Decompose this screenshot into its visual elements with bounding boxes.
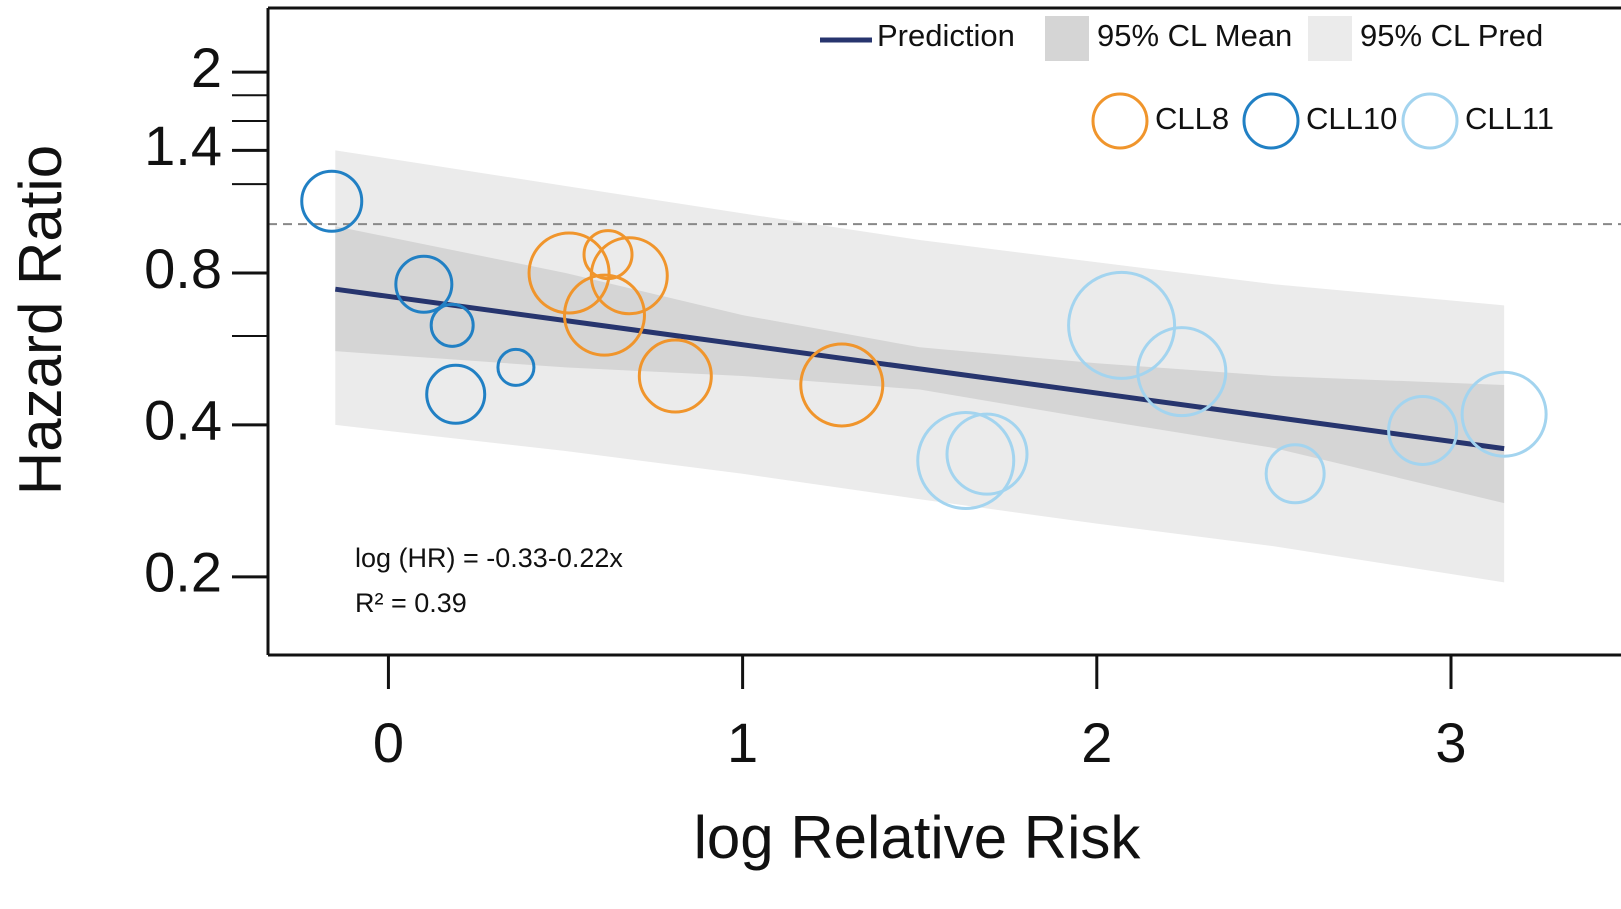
bubble — [394, 254, 454, 314]
equation: log (HR) = -0.33-0.22x — [355, 543, 623, 573]
y-axis-title: Hazard Ratio — [7, 145, 74, 495]
bubble — [425, 363, 487, 425]
bubble — [1264, 443, 1326, 505]
x-tick-label: 2 — [1081, 711, 1112, 774]
bubble — [1136, 326, 1228, 418]
legend-label: 95% CL Mean — [1097, 18, 1292, 53]
y-tick-label: 1.4 — [144, 114, 222, 177]
legend-marker — [1242, 92, 1300, 150]
y-tick-label: 0.4 — [144, 389, 222, 452]
y-tick-label: 2 — [191, 36, 222, 99]
plot-layer: 0 1 2 3 2 1.4 0.8 0.4 0.2 Prediction 95% CL Mean 95… — [144, 6, 1621, 774]
y-tick-label: 0.8 — [144, 237, 222, 300]
bubble — [799, 342, 885, 428]
bubble — [496, 347, 536, 387]
bubble — [562, 273, 646, 357]
legend-label: CLL10 — [1306, 101, 1397, 136]
legend-label: Prediction — [877, 18, 1015, 53]
bubble — [1387, 394, 1459, 466]
bubble — [637, 338, 713, 414]
legend-swatch — [1308, 16, 1352, 61]
legend-marker — [1401, 92, 1459, 150]
r-squared: R² = 0.39 — [355, 588, 467, 618]
bubble — [1067, 270, 1177, 380]
legend-marker — [1091, 92, 1149, 150]
legend-swatch — [1045, 16, 1089, 61]
x-tick-label: 0 — [373, 711, 404, 774]
fit-line — [334, 286, 1505, 452]
legend-label: CLL11 — [1465, 101, 1554, 136]
confidence-band — [335, 226, 1505, 504]
bubble — [429, 302, 475, 348]
x-tick-label: 3 — [1435, 711, 1466, 774]
y-tick-label: 0.2 — [144, 541, 222, 604]
bubble — [1460, 370, 1548, 458]
bubble — [300, 169, 364, 233]
bubble — [589, 236, 669, 316]
legend-label: CLL8 — [1155, 101, 1229, 136]
x-axis-title: log Relative Risk — [694, 804, 1142, 871]
bubble — [916, 411, 1016, 511]
legend-label: 95% CL Pred — [1360, 18, 1543, 53]
bubble — [945, 412, 1029, 496]
bubble — [527, 231, 611, 315]
bubble — [582, 229, 634, 281]
x-tick-label: 1 — [727, 711, 758, 774]
